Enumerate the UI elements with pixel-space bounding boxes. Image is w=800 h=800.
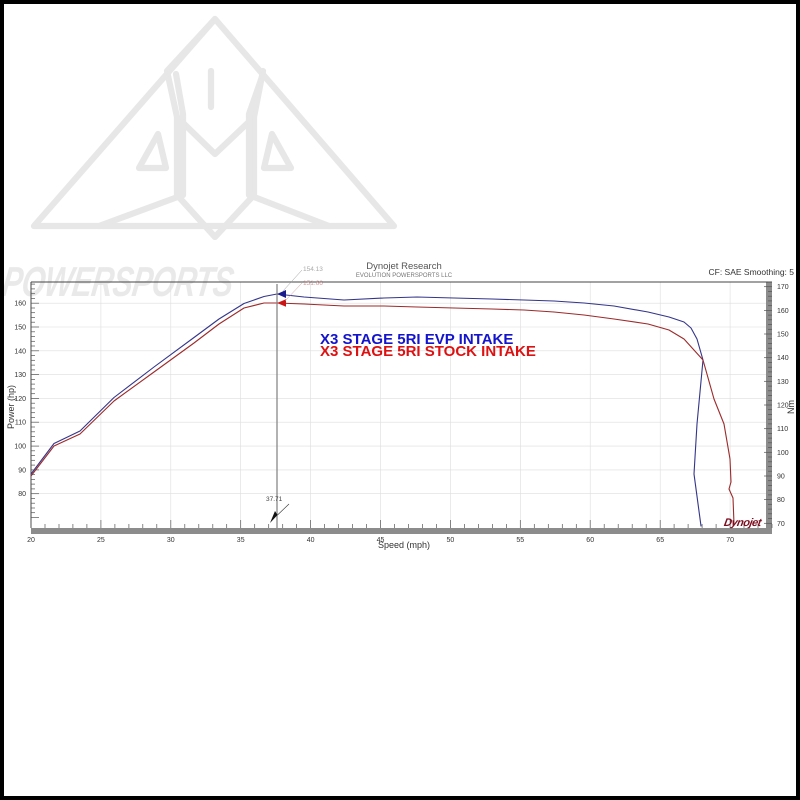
svg-text:151.66: 151.66 [303,280,323,287]
svg-text:170: 170 [777,284,789,291]
svg-text:80: 80 [777,497,785,504]
svg-text:37.71: 37.71 [266,496,283,503]
svg-text:70: 70 [777,521,785,528]
svg-text:90: 90 [777,474,785,481]
svg-text:154.13: 154.13 [303,266,323,273]
